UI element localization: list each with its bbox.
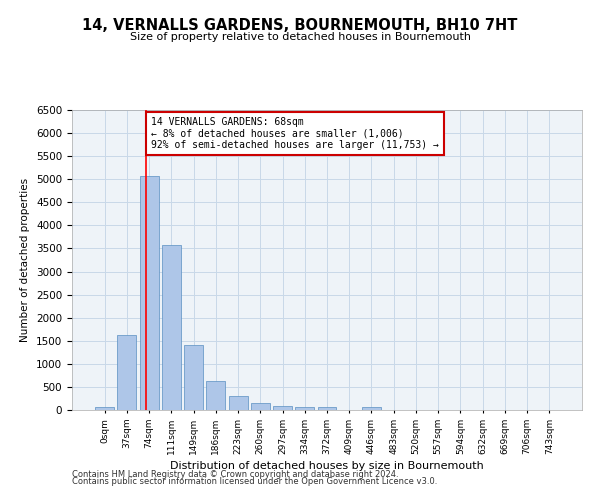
Bar (206, 382, 225, 410)
Text: 14 VERNALLS GARDENS: 68sqm
← 8% of detached houses are smaller (1,006)
92% of se: 14 VERNALLS GARDENS: 68sqm ← 8% of detac… (151, 117, 439, 150)
Bar (184, 345, 203, 410)
Bar (95, 406, 114, 410)
Bar (162, 245, 181, 410)
X-axis label: Distribution of detached houses by size in Bournemouth: Distribution of detached houses by size … (170, 461, 484, 471)
Bar (317, 407, 337, 410)
Bar (295, 408, 314, 410)
Bar (273, 406, 292, 410)
Y-axis label: Number of detached properties: Number of detached properties (20, 178, 31, 342)
Bar (229, 396, 248, 410)
Text: Contains HM Land Registry data © Crown copyright and database right 2024.: Contains HM Land Registry data © Crown c… (72, 470, 398, 479)
Bar (251, 403, 270, 410)
Text: Size of property relative to detached houses in Bournemouth: Size of property relative to detached ho… (130, 32, 470, 42)
Bar (362, 408, 381, 410)
Bar (118, 335, 136, 410)
Text: 14, VERNALLS GARDENS, BOURNEMOUTH, BH10 7HT: 14, VERNALLS GARDENS, BOURNEMOUTH, BH10 … (82, 18, 518, 32)
Bar (140, 176, 158, 410)
Text: Contains public sector information licensed under the Open Government Licence v3: Contains public sector information licen… (72, 478, 437, 486)
